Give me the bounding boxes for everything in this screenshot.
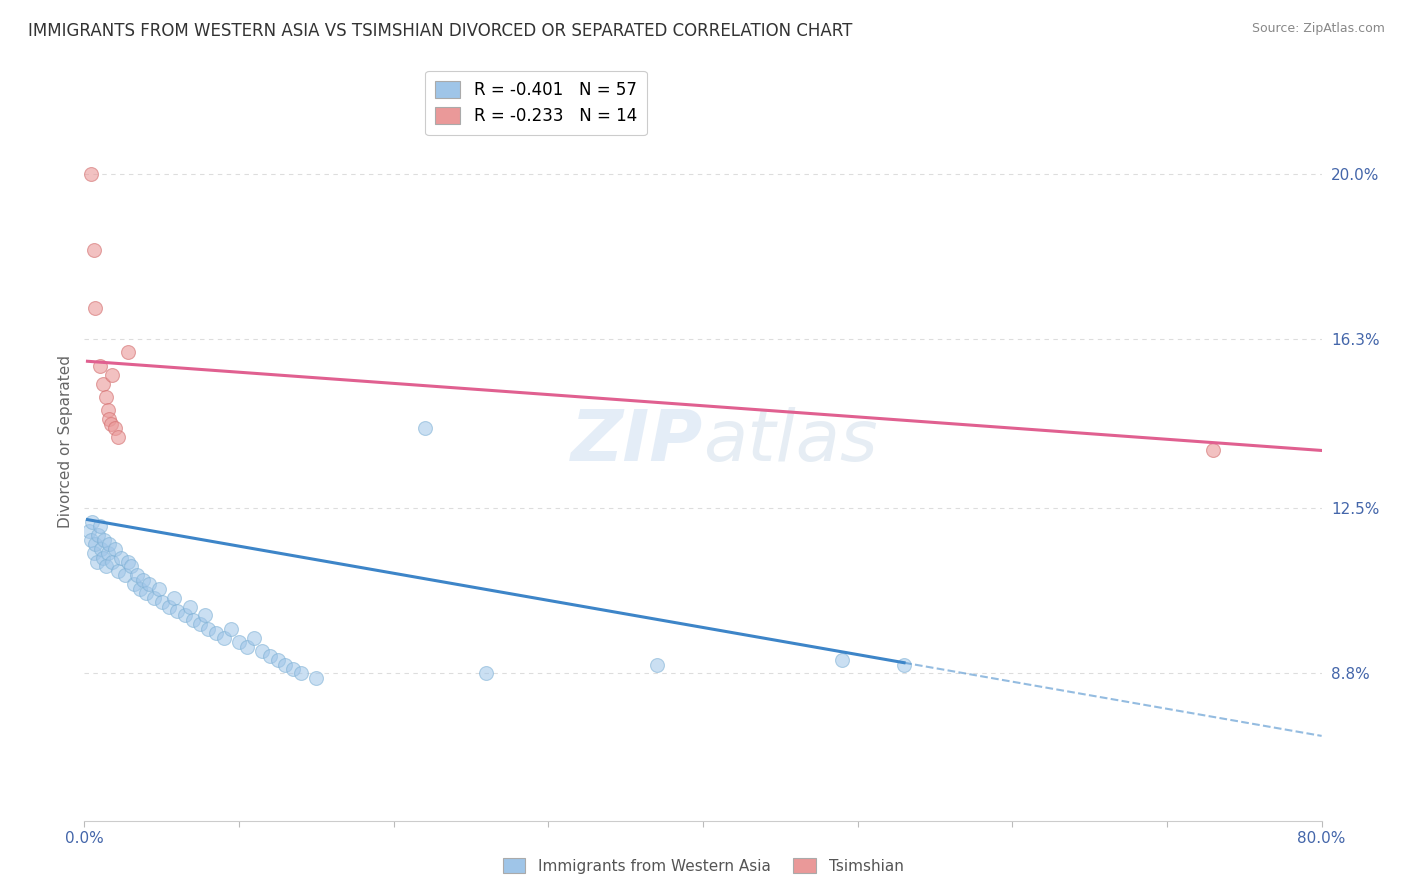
Point: [219, 622, 242, 636]
Point: [83, 243, 105, 257]
Y-axis label: Divorced or Separated: Divorced or Separated: [58, 355, 73, 528]
Point: [101, 555, 124, 569]
Point: [163, 591, 186, 605]
Point: [110, 550, 132, 565]
Point: [91, 550, 114, 565]
Point: [77, 524, 100, 538]
Point: [150, 595, 173, 609]
Point: [87, 528, 110, 542]
Point: [645, 657, 668, 672]
Point: [98, 537, 121, 551]
Point: [274, 657, 297, 672]
Point: [138, 577, 160, 591]
Point: [82, 515, 104, 529]
Legend: R = -0.401   N = 57, R = -0.233   N = 14: R = -0.401 N = 57, R = -0.233 N = 14: [425, 70, 647, 136]
Point: [143, 591, 166, 605]
Point: [1202, 443, 1225, 458]
Point: [243, 631, 266, 645]
Point: [101, 368, 124, 382]
Point: [197, 622, 219, 636]
Point: [96, 546, 118, 560]
Point: [129, 582, 152, 596]
Point: [281, 662, 305, 676]
Point: [120, 559, 142, 574]
Text: atlas: atlas: [703, 407, 877, 476]
Text: ZIP: ZIP: [571, 407, 703, 476]
Point: [107, 430, 129, 444]
Point: [148, 582, 170, 596]
Point: [89, 359, 111, 373]
Point: [79, 167, 101, 181]
Point: [228, 635, 250, 649]
Point: [117, 345, 139, 359]
Point: [475, 666, 498, 681]
Point: [125, 568, 148, 582]
Point: [174, 608, 197, 623]
Point: [107, 564, 129, 578]
Point: [94, 390, 117, 404]
Point: [250, 644, 273, 658]
Text: Source: ZipAtlas.com: Source: ZipAtlas.com: [1251, 22, 1385, 36]
Point: [90, 541, 112, 556]
Point: [96, 403, 118, 417]
Point: [235, 640, 259, 654]
Point: [94, 559, 117, 574]
Point: [79, 533, 101, 547]
Point: [413, 421, 436, 435]
Point: [86, 555, 108, 569]
Legend: Immigrants from Western Asia, Tsimshian: Immigrants from Western Asia, Tsimshian: [496, 852, 910, 880]
Point: [117, 555, 139, 569]
Text: IMMIGRANTS FROM WESTERN ASIA VS TSIMSHIAN DIVORCED OR SEPARATED CORRELATION CHAR: IMMIGRANTS FROM WESTERN ASIA VS TSIMSHIA…: [28, 22, 852, 40]
Point: [91, 376, 114, 391]
Point: [100, 417, 122, 431]
Point: [267, 653, 290, 667]
Point: [194, 608, 217, 623]
Point: [84, 301, 107, 315]
Point: [83, 546, 105, 560]
Point: [290, 666, 312, 681]
Point: [305, 671, 328, 685]
Point: [831, 653, 853, 667]
Point: [893, 657, 915, 672]
Point: [114, 568, 136, 582]
Point: [93, 533, 115, 547]
Point: [89, 519, 111, 533]
Point: [179, 599, 201, 614]
Point: [122, 577, 145, 591]
Point: [84, 537, 107, 551]
Point: [104, 541, 127, 556]
Point: [135, 586, 157, 600]
Point: [205, 626, 228, 640]
Point: [98, 412, 121, 426]
Point: [181, 613, 204, 627]
Point: [104, 421, 127, 435]
Point: [159, 599, 180, 614]
Point: [188, 617, 211, 632]
Point: [212, 631, 235, 645]
Point: [132, 573, 155, 587]
Point: [166, 604, 188, 618]
Point: [259, 648, 281, 663]
